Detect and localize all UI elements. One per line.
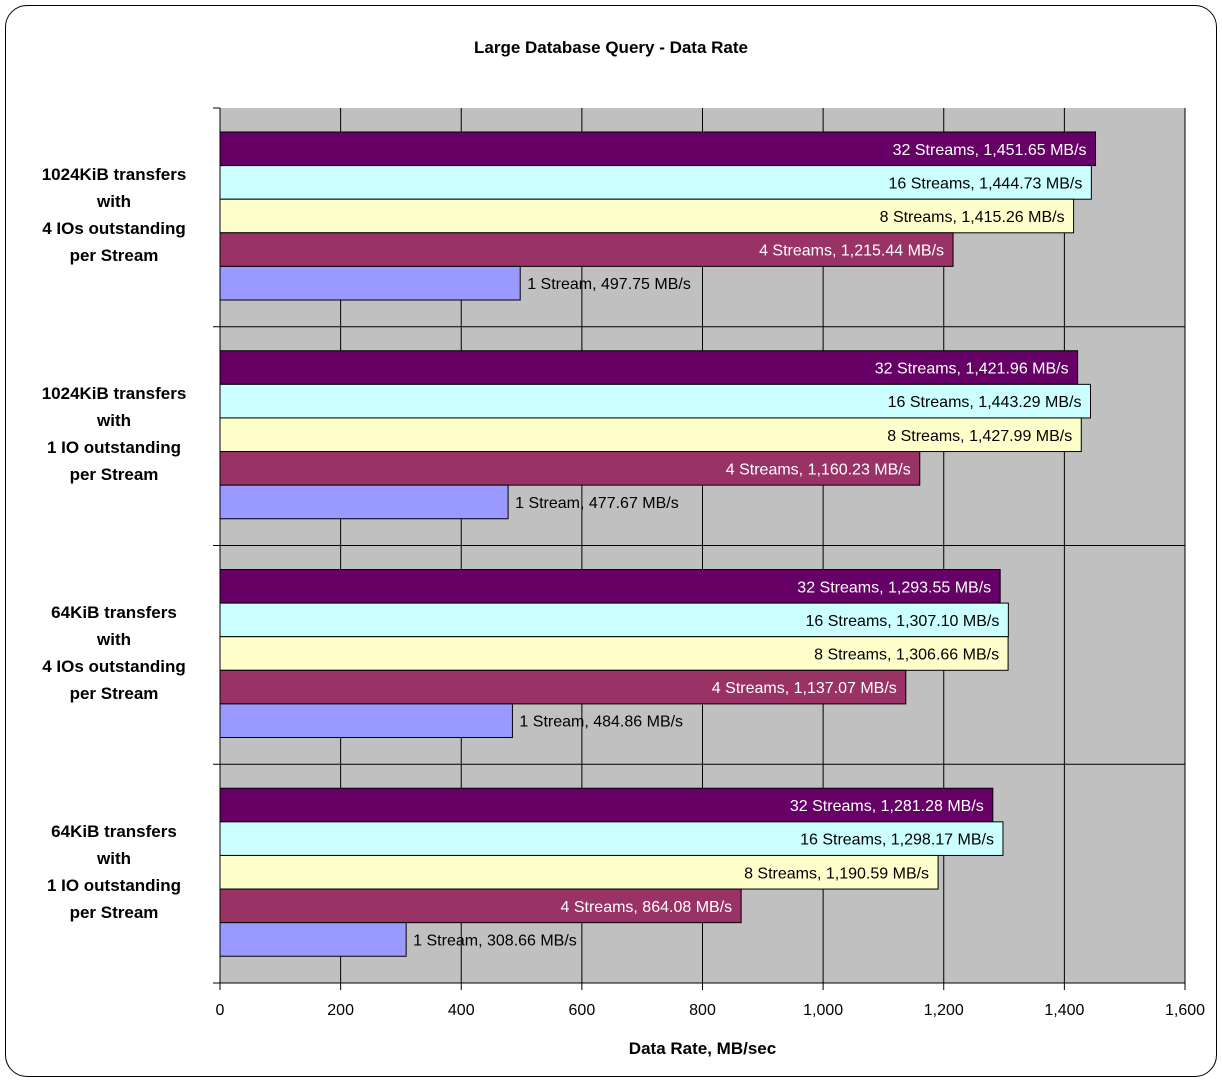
data-label: 4 Streams, 1,215.44 MB/s [759, 243, 944, 260]
bar [219, 888, 742, 924]
category-label-line: with [97, 411, 131, 431]
category-label-line: per Stream [69, 683, 159, 703]
bar [219, 232, 954, 267]
category-label-line: with [97, 848, 131, 868]
data-label: 32 Streams, 1,421.96 MB/s [875, 361, 1069, 378]
category-label-line: 1024KiB transfers [41, 165, 187, 185]
data-label: 8 Streams, 1,415.26 MB/s [880, 209, 1065, 226]
data-label: 16 Streams, 1,298.17 MB/s [800, 832, 994, 849]
data-label: 4 Streams, 1,160.23 MB/s [726, 461, 911, 478]
x-tick-label: 1,400 [1044, 1002, 1084, 1019]
x-tick-label: 200 [327, 1002, 354, 1019]
category-label-line: 4 IOs outstanding [42, 656, 186, 676]
category-label-line: 64KiB transfers [51, 602, 177, 622]
bar [219, 703, 513, 739]
data-label: 4 Streams, 1,137.07 MB/s [712, 680, 897, 697]
data-label: 16 Streams, 1,444.73 MB/s [888, 175, 1082, 192]
data-label: 8 Streams, 1,306.66 MB/s [814, 647, 999, 664]
x-tick-label: 600 [569, 1002, 596, 1019]
bar [219, 265, 521, 301]
data-label: 1 Stream, 497.75 MB/s [527, 276, 691, 293]
category-label: 64KiB transfers with 1 IO outstanding per S… [14, 818, 214, 926]
bar [219, 350, 1079, 385]
chart-title: Large Database Query - Data Rate [474, 38, 748, 57]
x-tick-label: 1,600 [1165, 1002, 1205, 1019]
category-label: 64KiB transfers with 4 IOs outstanding per … [14, 599, 214, 707]
bar [219, 198, 1075, 234]
x-tick-label: 0 [216, 1002, 225, 1019]
bar [219, 922, 407, 957]
bar [219, 821, 1004, 856]
category-label-line: per Stream [69, 902, 159, 922]
category-label-line: 1024KiB transfers [41, 384, 187, 404]
bar [219, 383, 1091, 419]
category-label-line: 1 IO outstanding [46, 875, 182, 895]
data-label: 1 Stream, 477.67 MB/s [515, 495, 679, 512]
data-label: 8 Streams, 1,190.59 MB/s [744, 865, 929, 882]
data-label: 8 Streams, 1,427.99 MB/s [887, 428, 1072, 445]
x-axis-label: Data Rate, MB/sec [628, 1039, 777, 1058]
category-label-line: per Stream [69, 465, 159, 485]
bar [219, 165, 1092, 200]
bar [219, 131, 1097, 167]
data-label: 16 Streams, 1,443.29 MB/s [888, 394, 1082, 411]
x-tick-label: 1,000 [803, 1002, 843, 1019]
bar [219, 669, 907, 705]
category-label: 1024KiB transfers with 1 IO outstanding per… [14, 380, 214, 488]
category-label-line: 64KiB transfers [51, 821, 177, 841]
x-tick-label: 400 [448, 1002, 475, 1019]
category-label-line: per Stream [69, 246, 159, 266]
category-label-line: with [97, 629, 131, 649]
bar [219, 484, 509, 520]
bar [219, 636, 1009, 671]
bar [219, 569, 1001, 604]
bar [219, 451, 921, 486]
category-label: 1024KiB transfers with 4 IOs outstanding pe… [14, 161, 214, 269]
data-label: 4 Streams, 864.08 MB/s [561, 899, 733, 916]
x-tick-label: 1,200 [924, 1002, 964, 1019]
category-label-line: with [97, 192, 131, 212]
category-label-line: 1 IO outstanding [46, 438, 182, 458]
data-label: 32 Streams, 1,293.55 MB/s [797, 579, 991, 596]
x-tick-label: 800 [689, 1002, 716, 1019]
data-label: 32 Streams, 1,281.28 MB/s [790, 798, 984, 815]
data-label: 16 Streams, 1,307.10 MB/s [805, 613, 999, 630]
bar [219, 854, 939, 890]
data-label: 32 Streams, 1,451.65 MB/s [893, 142, 1087, 159]
data-label: 1 Stream, 308.66 MB/s [413, 932, 577, 949]
data-label: 1 Stream, 484.86 MB/s [519, 714, 683, 731]
category-label-line: 4 IOs outstanding [42, 219, 186, 239]
